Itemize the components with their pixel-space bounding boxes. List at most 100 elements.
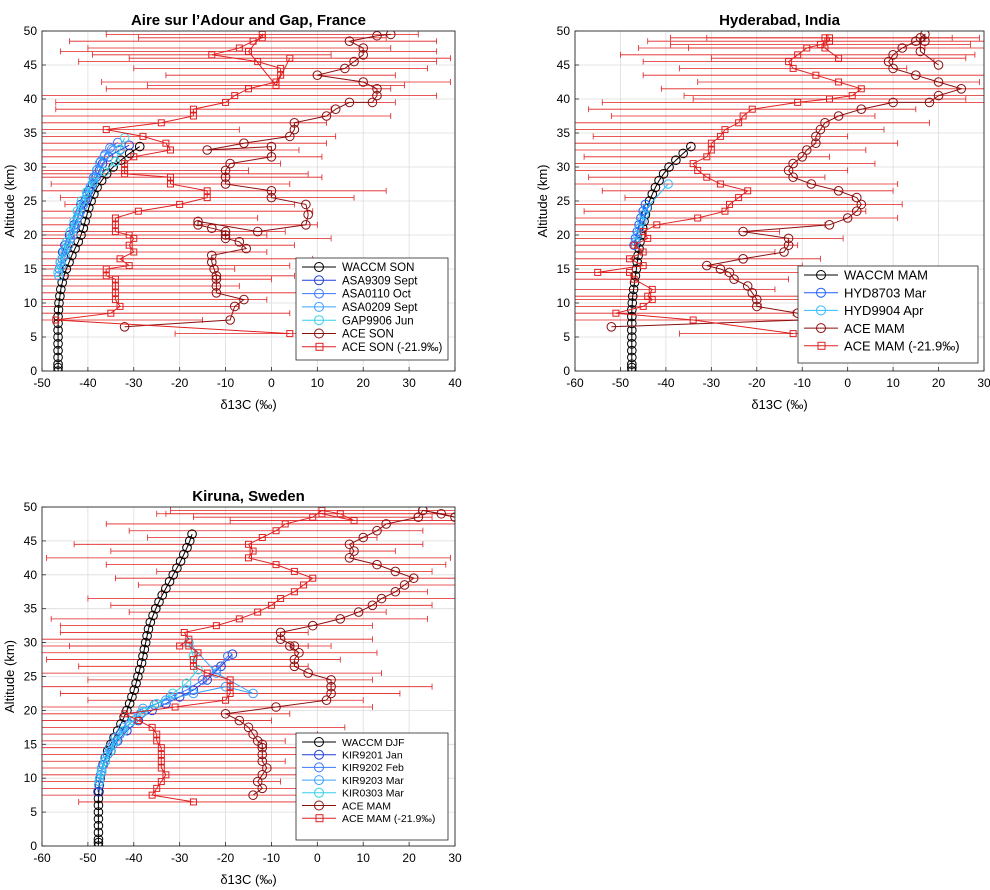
data-point [303, 668, 313, 678]
x-axis-label: δ13C (‰) [220, 872, 276, 887]
data-point [842, 213, 853, 223]
data-point [166, 146, 174, 154]
data-point [245, 85, 252, 93]
data-point [125, 241, 133, 249]
data-point [372, 31, 382, 41]
data-point [275, 627, 286, 638]
x-tick-label: -10 [217, 376, 235, 390]
data-point [627, 366, 637, 371]
chart-title: Kiruna, Sweden [192, 488, 305, 505]
data-point [629, 277, 640, 288]
data-point [390, 586, 401, 597]
data-point [848, 92, 856, 100]
x-tick-label: -60 [566, 376, 584, 390]
data-point [116, 255, 124, 263]
data-point [418, 507, 428, 516]
data-point [69, 216, 79, 227]
data-point [340, 63, 350, 74]
data-point [209, 264, 219, 274]
x-tick-label: 20 [357, 376, 371, 390]
data-point [344, 539, 355, 550]
data-point [235, 44, 243, 52]
data-point [888, 63, 898, 74]
data-point [243, 722, 254, 733]
data-point [627, 291, 638, 302]
y-tick-label: 10 [24, 771, 38, 785]
data-point [220, 233, 231, 244]
data-point [686, 141, 696, 152]
data-point [220, 165, 231, 176]
data-point [220, 230, 231, 240]
data-point [748, 105, 756, 113]
chart-panel-1: -50 -40 -30 -20 -10 0 10 20 30 40 0 5 10 15 20 25 30 35 40… [2, 12, 462, 412]
y-tick-label: 50 [557, 24, 571, 38]
data-point [59, 271, 69, 281]
data-point [627, 318, 637, 329]
data-point [153, 737, 161, 745]
legend-label: KIR9203 Mar [342, 775, 404, 787]
data-point [53, 362, 63, 371]
legend-marker [314, 775, 324, 786]
data-point [227, 649, 238, 659]
data-point [245, 47, 252, 55]
legend-marker [315, 814, 324, 823]
data-point [111, 228, 119, 236]
y-tick-label: 5 [30, 330, 37, 344]
legend-marker [314, 315, 324, 326]
data-point [189, 656, 197, 664]
legend-marker [314, 275, 324, 286]
data-point [751, 294, 762, 305]
data-point [138, 703, 148, 714]
data-point [612, 309, 620, 317]
data-point [185, 642, 193, 650]
legend-marker [314, 787, 324, 798]
data-point [301, 199, 311, 210]
data-point [166, 180, 174, 188]
y-tick-label: 35 [24, 126, 38, 140]
data-point [644, 292, 652, 300]
x-tick-label: -10 [263, 851, 281, 865]
data-point [289, 118, 300, 128]
data-point [716, 180, 724, 188]
series-line [635, 183, 669, 242]
legend-label: KIR9201 Jan [342, 749, 403, 761]
data-point [286, 330, 294, 338]
data-point [248, 688, 258, 699]
data-point [701, 260, 712, 271]
x-tick-label: -10 [794, 376, 812, 390]
data-point [794, 98, 802, 106]
data-point [851, 206, 862, 216]
x-tick-label: 10 [886, 376, 900, 390]
data-point [252, 776, 263, 787]
y-tick-label: 45 [24, 58, 38, 72]
data-point [627, 359, 637, 370]
data-point [134, 141, 145, 152]
x-tick-label: -60 [33, 851, 51, 865]
x-tick-label: 0 [268, 376, 275, 390]
data-point [888, 97, 898, 108]
data-point [271, 702, 281, 712]
data-point [153, 784, 161, 792]
data-point [933, 90, 944, 101]
data-point [145, 617, 156, 628]
data-point [254, 608, 262, 616]
plot-content [575, 31, 984, 371]
data-point [751, 301, 762, 312]
data-point [933, 60, 944, 70]
legend-label: KIR0303 Mar [342, 788, 404, 800]
data-point [367, 97, 378, 108]
data-point [372, 559, 382, 570]
series-7 [121, 507, 358, 806]
data-point [335, 614, 346, 624]
data-point [286, 54, 294, 62]
data-point [208, 51, 216, 59]
data-point [93, 814, 104, 824]
legend: WACCM MAM HYD8703 Mar HYD9904 Apr ACE MAM AC… [797, 265, 979, 364]
data-point [93, 793, 104, 804]
data-point [639, 248, 647, 256]
data-point [111, 275, 119, 283]
data-point [888, 50, 898, 60]
data-point [234, 715, 245, 726]
data-point [630, 275, 638, 283]
